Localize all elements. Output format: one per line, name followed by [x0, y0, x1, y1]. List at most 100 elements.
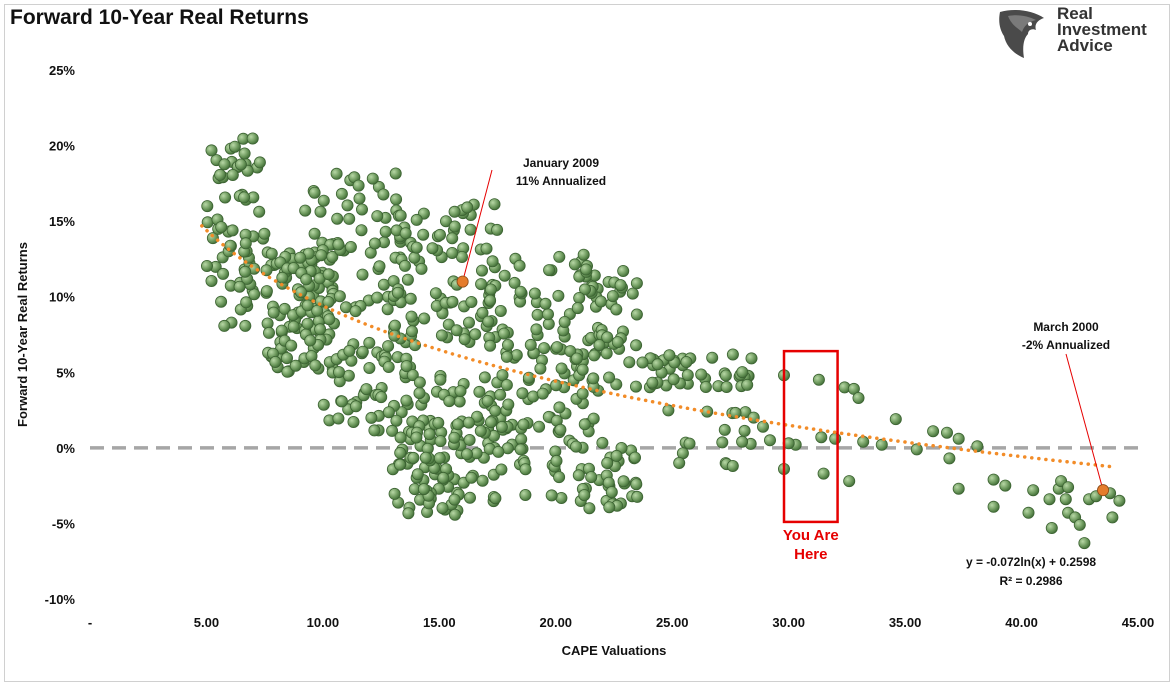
data-point: [228, 140, 241, 153]
data-point: [1062, 481, 1075, 494]
data-point: [736, 435, 749, 448]
data-point: [415, 262, 428, 275]
data-point: [446, 246, 459, 259]
data-point: [534, 362, 547, 375]
data-point: [516, 387, 529, 400]
data-point: [382, 360, 395, 373]
data-point: [402, 507, 415, 520]
data-point: [309, 359, 322, 372]
data-point: [579, 283, 592, 296]
data-point: [570, 352, 583, 365]
data-points: [200, 132, 1126, 550]
data-point: [699, 380, 712, 393]
data-point: [568, 258, 581, 271]
data-point: [596, 436, 609, 449]
data-point: [363, 361, 376, 374]
data-point: [817, 467, 830, 480]
data-point: [393, 458, 406, 471]
x-tick-label: 20.00: [540, 615, 573, 630]
data-point: [368, 237, 381, 250]
data-point: [815, 431, 828, 444]
data-point: [663, 349, 676, 362]
data-point: [617, 264, 630, 277]
data-point: [400, 360, 413, 373]
data-point: [695, 368, 708, 381]
data-point: [218, 319, 231, 332]
data-point: [494, 304, 507, 317]
data-point: [375, 391, 388, 404]
data-point: [461, 201, 474, 214]
data-point: [673, 456, 686, 469]
data-point: [630, 478, 643, 491]
data-point: [462, 316, 475, 329]
data-point: [408, 251, 421, 264]
data-point: [719, 369, 732, 382]
data-point: [741, 378, 754, 391]
data-point: [606, 290, 619, 303]
data-point: [373, 260, 386, 273]
data-point: [510, 349, 523, 362]
data-point: [1045, 522, 1058, 535]
chart-frame: [4, 4, 1170, 682]
data-point: [570, 440, 583, 453]
data-point: [335, 395, 348, 408]
data-point: [448, 493, 461, 506]
data-point: [453, 395, 466, 408]
data-point: [262, 326, 275, 339]
data-point: [281, 365, 294, 378]
data-point: [278, 302, 291, 315]
data-point: [489, 492, 502, 505]
data-point: [726, 348, 739, 361]
data-point: [484, 339, 497, 352]
you-are-here-box: [782, 349, 839, 524]
data-point: [317, 398, 330, 411]
data-point: [443, 395, 456, 408]
data-point: [481, 394, 494, 407]
data-point: [417, 483, 430, 496]
data-point: [363, 336, 376, 349]
data-point: [476, 474, 489, 487]
data-point: [238, 191, 251, 204]
data-point: [843, 475, 856, 488]
data-point: [736, 366, 749, 379]
data-point: [399, 227, 412, 240]
data-point: [260, 285, 273, 298]
data-point: [238, 147, 251, 160]
data-point: [513, 259, 526, 272]
data-point: [308, 227, 321, 240]
data-point: [491, 223, 504, 236]
data-point: [764, 434, 777, 447]
data-point: [910, 443, 923, 456]
data-point: [314, 205, 327, 218]
x-tick-label: 35.00: [889, 615, 922, 630]
logo-line-2: Investment: [1057, 20, 1147, 39]
annotation-line-2: 11% Annualized: [516, 174, 606, 188]
data-point: [508, 276, 521, 289]
data-point: [234, 158, 247, 171]
data-point: [614, 279, 627, 292]
data-point: [681, 369, 694, 382]
annotation-line-2: -2% Annualized: [1022, 338, 1110, 352]
trend-r-squared: R² = 0.2986: [999, 574, 1062, 588]
data-point: [410, 431, 423, 444]
data-point: [718, 423, 731, 436]
data-point: [482, 315, 495, 328]
data-point: [446, 232, 459, 245]
data-point: [497, 327, 510, 340]
data-point: [594, 295, 607, 308]
data-point: [552, 289, 565, 302]
y-tick-label: -10%: [45, 592, 76, 607]
data-point: [500, 378, 513, 391]
data-point: [578, 489, 591, 502]
data-point: [405, 325, 418, 338]
data-point: [240, 296, 253, 309]
data-point: [377, 188, 390, 201]
data-point: [1113, 494, 1126, 507]
annotation-point: [456, 275, 469, 288]
data-point: [486, 255, 499, 268]
data-point: [465, 471, 478, 484]
data-point: [498, 269, 511, 282]
annotation-line-1: January 2009: [523, 156, 599, 170]
logo-line-1: Real: [1057, 4, 1093, 23]
data-point: [388, 487, 401, 500]
